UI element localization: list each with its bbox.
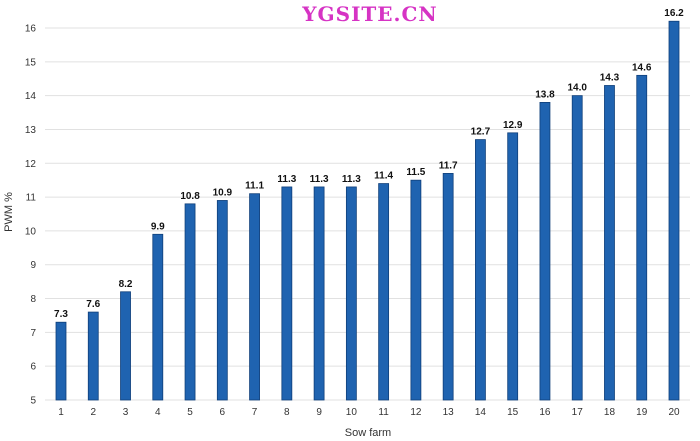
data-label: 11.5 <box>406 167 425 178</box>
x-tick-label: 6 <box>220 407 226 418</box>
x-tick-label: 3 <box>123 407 129 418</box>
data-label: 11.7 <box>439 160 458 171</box>
x-tick-label: 1 <box>58 407 64 418</box>
x-tick-label: 18 <box>604 407 616 418</box>
x-tick-label: 11 <box>378 407 389 418</box>
x-tick-label: 19 <box>636 407 648 418</box>
x-tick-label: 8 <box>284 407 290 418</box>
data-label: 14.6 <box>632 62 652 73</box>
y-tick-label: 12 <box>25 159 37 170</box>
x-tick-label: 15 <box>507 407 519 418</box>
data-label: 11.1 <box>245 181 264 192</box>
y-tick-label: 16 <box>25 24 37 35</box>
bar <box>604 85 615 401</box>
bar <box>507 132 519 401</box>
bar <box>636 74 648 401</box>
bar <box>55 321 67 401</box>
y-axis-title: PWM % <box>3 192 15 232</box>
bar <box>313 186 325 401</box>
data-label: 11.3 <box>342 174 361 185</box>
bar <box>378 183 390 401</box>
data-label: 11.3 <box>277 174 296 185</box>
y-tick-label: 15 <box>25 57 37 68</box>
x-tick-label: 7 <box>252 407 258 418</box>
data-label: 11.4 <box>374 171 393 182</box>
x-axis-ticks: 1 2 3 4 5 6 7 8 9 10 11 12 13 14 15 16 17 18 19 20 <box>58 407 680 418</box>
bars <box>55 20 680 401</box>
bar <box>87 311 99 401</box>
x-tick-label: 4 <box>155 407 161 418</box>
bar <box>345 186 357 401</box>
bar <box>281 186 293 401</box>
y-tick-label: 10 <box>25 226 37 237</box>
x-tick-label: 17 <box>572 407 584 418</box>
data-label: 10.8 <box>180 191 200 202</box>
bar <box>539 102 551 401</box>
y-axis-ticks: 5 6 7 8 9 10 11 12 13 14 15 16 <box>25 24 37 407</box>
x-axis-title: Sow farm <box>345 427 391 439</box>
data-label: 12.9 <box>503 120 523 131</box>
y-tick-label: 9 <box>30 260 36 271</box>
y-tick-label: 7 <box>30 328 36 339</box>
bar <box>442 173 454 401</box>
bar <box>410 179 422 401</box>
x-tick-label: 13 <box>443 407 455 418</box>
bar <box>120 291 131 401</box>
bar <box>152 233 164 401</box>
data-label: 7.6 <box>86 299 100 310</box>
gridlines <box>45 27 690 401</box>
data-label: 8.2 <box>119 279 133 290</box>
y-tick-label: 11 <box>26 193 37 204</box>
x-tick-label: 16 <box>539 407 551 418</box>
bar <box>249 193 260 401</box>
bar <box>668 20 680 401</box>
data-label: 12.7 <box>471 127 491 138</box>
data-label: 11.3 <box>310 174 329 185</box>
y-tick-label: 13 <box>25 125 37 136</box>
x-tick-label: 5 <box>187 407 193 418</box>
y-tick-label: 14 <box>25 91 37 102</box>
data-label: 14.0 <box>567 83 587 94</box>
y-tick-label: 6 <box>30 362 36 373</box>
x-tick-label: 10 <box>346 407 358 418</box>
bar <box>475 139 486 401</box>
y-tick-label: 8 <box>30 294 36 305</box>
y-tick-label: 5 <box>30 396 36 407</box>
x-tick-label: 2 <box>90 407 96 418</box>
x-tick-label: 9 <box>316 407 322 418</box>
bar <box>571 95 583 401</box>
data-label: 10.9 <box>213 187 233 198</box>
data-label: 14.3 <box>600 72 620 83</box>
data-label: 7.3 <box>54 309 68 320</box>
bar <box>184 203 196 401</box>
data-label: 9.9 <box>151 221 165 232</box>
x-tick-label: 14 <box>475 407 487 418</box>
watermark-text: YGSITE.CN <box>301 2 437 26</box>
x-tick-label: 20 <box>668 407 680 418</box>
bar <box>216 200 228 401</box>
data-labels: 7.3 7.6 8.2 9.9 10.8 10.9 11.1 11.3 11.3 11.3 11.4… <box>54 8 684 320</box>
x-tick-label: 12 <box>410 407 422 418</box>
data-label: 13.8 <box>535 89 555 100</box>
data-label: 16.2 <box>664 8 684 19</box>
